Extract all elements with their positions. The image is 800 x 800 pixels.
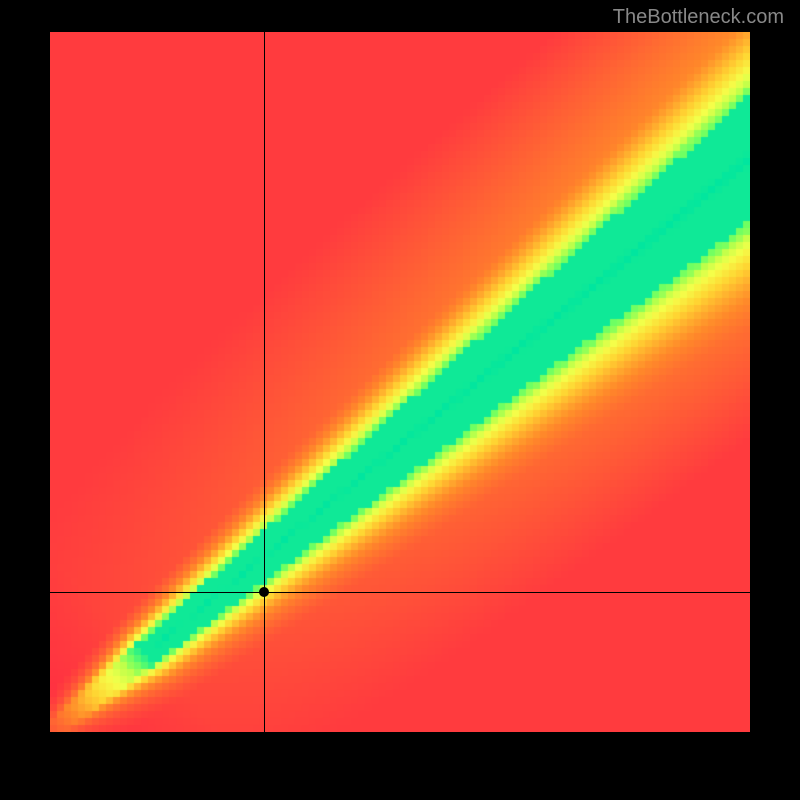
- crosshair-vertical: [264, 32, 265, 732]
- heatmap-plot: [50, 32, 750, 732]
- watermark-text: TheBottleneck.com: [613, 6, 784, 29]
- heatmap-canvas: [50, 32, 750, 732]
- crosshair-marker-dot: [259, 587, 269, 597]
- crosshair-horizontal: [50, 592, 750, 593]
